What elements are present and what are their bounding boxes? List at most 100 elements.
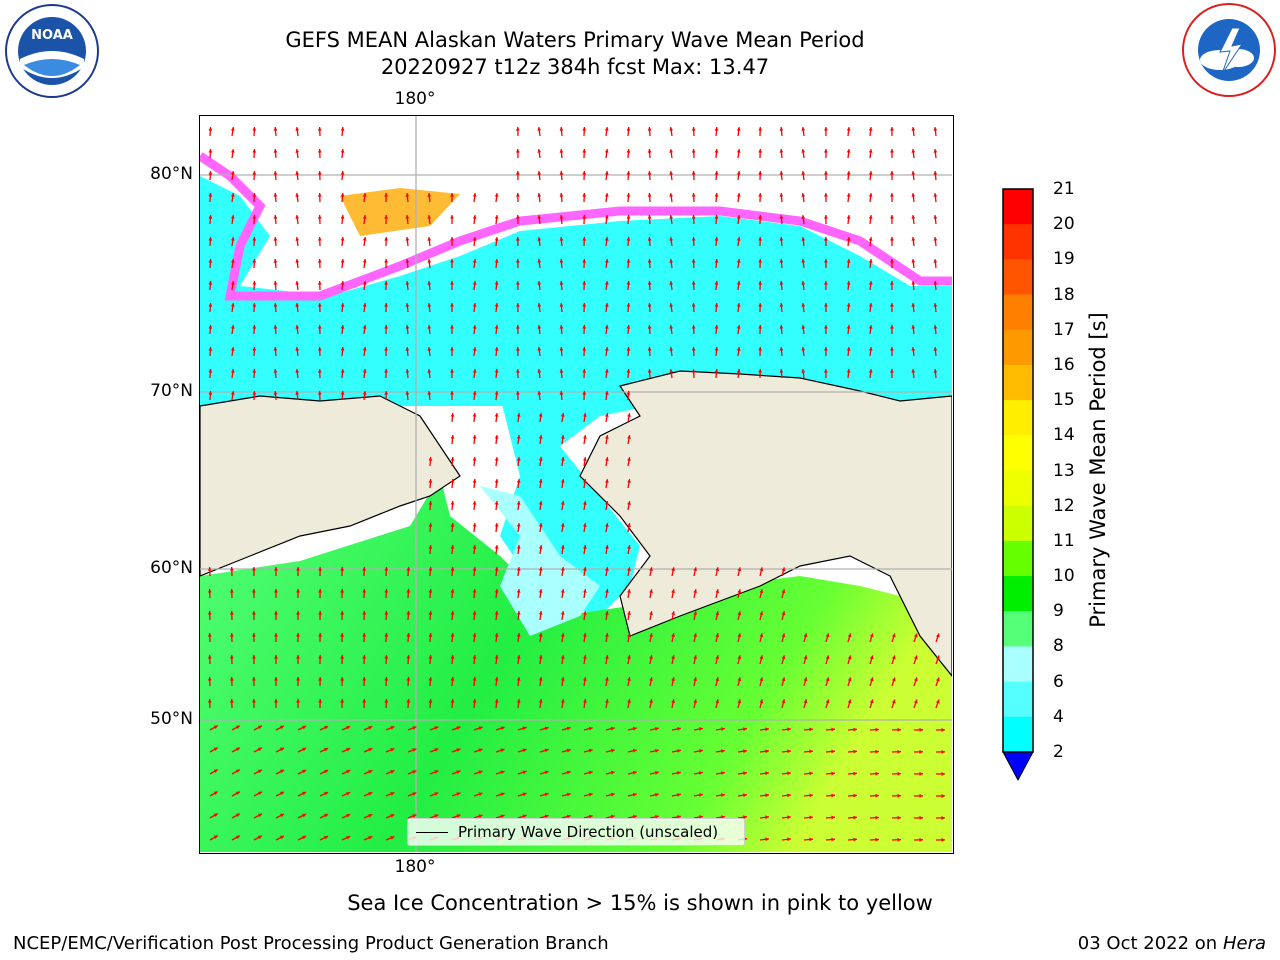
wave-arrow-head [274,655,278,659]
wave-arrow-head [450,677,455,681]
wave-arrow-head [824,215,828,219]
wave-arrow-head [765,727,769,732]
wave-arrow-head [208,303,213,307]
colorbar-segment [1003,329,1033,366]
wave-arrow-head [537,171,542,175]
wave-arrow-head [317,391,322,395]
wave-arrow-head [801,193,806,197]
wave-arrow-head [626,281,631,285]
wave-arrow-head [941,838,945,842]
wave-arrow-head [759,655,764,660]
wave-arrow-head [559,391,564,395]
wave-arrow-head [472,501,477,505]
wave-arrow-head [456,814,461,818]
wave-arrow-head [362,567,367,571]
wave-arrow-head [911,127,916,131]
wave-arrow-head [803,677,808,682]
wave-arrow-head [714,325,719,329]
wave-arrow-head [715,699,720,704]
wave-arrow-head [317,369,322,373]
wave-arrow-head [891,633,896,638]
wave-arrow-head [434,814,439,818]
wave-arrow-head [340,303,345,307]
wave-arrow-head [649,589,653,593]
wave-arrow-head [911,149,916,153]
wave-arrow-head [693,677,697,681]
map-legend: Primary Wave Direction (unscaled) [407,818,745,846]
wave-arrow-head [213,769,218,773]
wave-arrow-head [582,391,587,395]
wave-arrow-head [671,699,675,703]
wave-arrow-head [736,171,741,175]
wave-arrow-head [229,633,234,637]
wave-arrow-head [847,633,852,638]
wave-arrow-head [933,303,938,307]
wave-arrow-head [428,567,433,571]
wave-arrow-head [427,215,432,219]
wave-arrow-head [428,457,433,461]
wave-arrow-head [384,347,388,351]
wave-arrow-head [897,793,901,798]
wave-arrow-head [890,149,894,153]
wave-arrow-head [538,567,543,571]
wave-arrow-head [544,814,549,819]
wave-arrow-head [258,791,262,796]
wave-arrow-head [296,699,300,703]
wave-arrow-head [362,303,367,307]
wave-arrow-head [302,835,307,840]
wave-arrow-head [450,281,454,285]
wave-arrow-head [252,677,256,681]
wave-arrow-head [869,699,874,704]
wave-arrow-head [677,793,681,797]
wave-arrow-head [213,813,218,817]
wave-arrow-head [230,391,235,395]
wave-arrow-head [362,259,367,263]
wave-arrow-head [933,281,938,285]
wave-arrow-head [825,655,830,660]
wave-arrow-head [824,325,828,329]
wave-arrow-head [933,127,938,131]
wave-arrow-head [933,347,938,351]
wave-arrow-head [515,369,520,373]
wave-arrow-head [691,369,696,373]
wave-arrow-head [384,677,389,681]
wave-arrow-head [472,347,477,351]
wave-arrow-head [559,303,564,307]
wave-arrow-head [801,369,806,373]
wave-arrow-head [494,655,499,659]
wave-arrow-head [317,171,322,175]
wave-arrow-head [605,413,609,417]
wave-arrow-head [765,771,769,776]
wave-arrow-head [406,633,411,637]
wave-arrow-head [428,611,433,615]
alaska-land [579,370,953,678]
wave-arrow-head [537,391,542,395]
colorbar-segment [1003,540,1033,577]
wave-arrow-head [522,726,527,731]
wave-arrow-head [610,814,615,819]
wave-arrow-head [494,325,499,329]
wave-arrow-head [779,325,784,329]
wave-arrow-head [566,748,571,753]
wave-arrow-head [604,281,609,285]
wave-arrow-head [655,727,659,731]
wave-arrow-head [691,171,696,175]
wave-arrow-head [647,149,652,153]
wave-arrow-head [759,589,764,594]
wave-arrow-head [516,589,521,593]
wave-arrow-head [869,633,874,638]
wave-arrow-head [515,171,520,175]
wave-arrow-head [472,699,477,703]
lon-label-top: 180° [394,89,436,109]
wave-arrow-head [258,769,262,774]
wave-arrow-head [472,237,477,241]
wave-arrow-head [831,815,835,820]
wave-arrow-head [472,523,477,527]
wave-arrow-head [758,193,763,197]
wave-arrow-head [560,611,565,615]
wave-arrow-head [583,479,587,483]
lat-label-70: 70°N [150,381,193,401]
wave-arrow-head [911,193,916,197]
wave-arrow-head [538,677,543,681]
wave-arrow-head [252,589,256,593]
